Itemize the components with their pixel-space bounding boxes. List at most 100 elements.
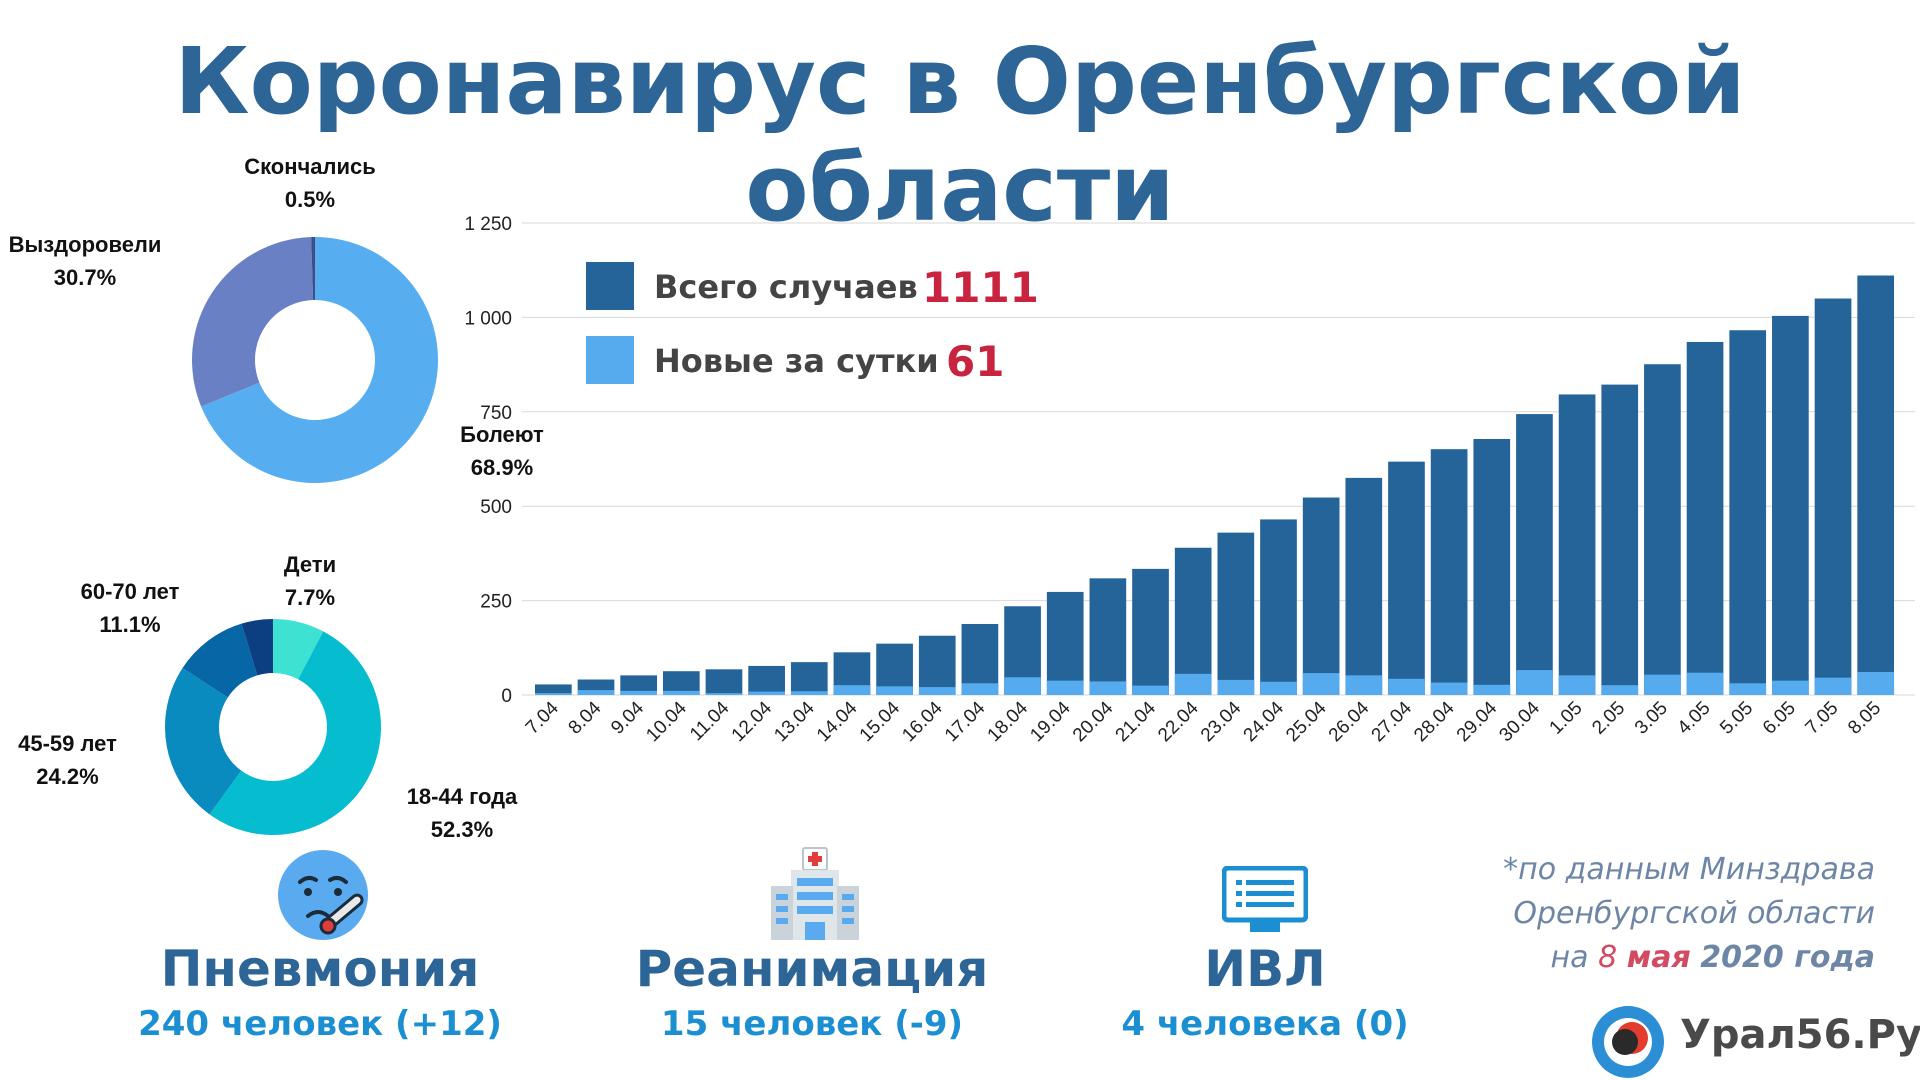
- x-tick-label: 11.04: [686, 697, 734, 745]
- bar-total: [1686, 341, 1724, 695]
- label-sick: Болеют 68.9%: [460, 422, 544, 480]
- bar-new: [918, 687, 956, 695]
- source-line3: на 8 мая 2020 года: [1550, 940, 1875, 975]
- bar-new: [705, 693, 743, 695]
- bar-new: [1558, 675, 1596, 695]
- bar-total: [1601, 384, 1639, 695]
- donut-slice: [201, 237, 438, 483]
- x-tick-label: 8.05: [1844, 698, 1885, 739]
- bar-new: [577, 690, 615, 695]
- monitor-icon: [1222, 866, 1308, 932]
- bar-new: [961, 683, 999, 695]
- bar-total: [662, 671, 700, 695]
- bar-new: [535, 693, 572, 695]
- bar-new: [1644, 674, 1681, 695]
- bar-total: [1430, 449, 1468, 695]
- page-title: Коронавирус в Оренбургской области: [174, 28, 1746, 242]
- x-tick-label: 25.04: [1282, 697, 1331, 746]
- donut-slice: [182, 623, 258, 698]
- bar-total: [1217, 532, 1255, 695]
- stat-icu-title: Реанимация: [635, 940, 989, 998]
- bar-total: [1558, 394, 1596, 695]
- x-tick-label: 2.05: [1588, 698, 1629, 739]
- sick-face-icon: [278, 850, 368, 940]
- bar-new: [1260, 681, 1297, 695]
- bar-total: [1857, 275, 1895, 695]
- bar-total: [1772, 315, 1809, 695]
- bar-new: [1473, 684, 1511, 695]
- bar-total: [790, 662, 828, 695]
- stat-pneumonia: Пневмония 240 человек (+12): [90, 940, 550, 1044]
- x-tick-label: 10.04: [642, 697, 691, 746]
- stat-pneumonia-sub: 240 человек (+12): [138, 1004, 502, 1044]
- x-tick-label: 17.04: [941, 697, 990, 746]
- x-tick-label: 4.05: [1674, 698, 1715, 739]
- bar-new: [1516, 670, 1553, 695]
- x-tick-label: 6.05: [1759, 698, 1800, 739]
- x-tick-label: 29.04: [1453, 697, 1502, 746]
- x-tick-label: 26.04: [1325, 697, 1374, 746]
- x-tick-label: 28.04: [1410, 697, 1459, 746]
- x-tick-label: 27.04: [1368, 697, 1417, 746]
- bar-total: [1089, 578, 1127, 695]
- donut-slice: [241, 619, 273, 676]
- donut-slice: [311, 237, 315, 301]
- bar-new: [1174, 673, 1212, 695]
- x-tick-label: 14.04: [813, 697, 862, 746]
- donut-slice: [192, 237, 314, 407]
- bar-total: [1388, 461, 1425, 695]
- label-45-59: 45-59 лет 24.2%: [18, 731, 117, 789]
- source-note: *по данным Минздрава Оренбургской област…: [1275, 848, 1875, 980]
- outcome-donut: [192, 237, 438, 483]
- bar-new: [620, 690, 657, 695]
- stat-ventilator: ИВЛ 4 человека (0): [1035, 940, 1495, 1044]
- bar-total: [620, 675, 657, 695]
- source-line1: *по данным Минздрава: [1503, 852, 1875, 887]
- stat-icu-sub: 15 человек (-9): [660, 1004, 964, 1044]
- x-tick-label: 7.04: [522, 697, 563, 738]
- y-tick-label: 750: [480, 403, 512, 424]
- y-tick-label: 500: [480, 497, 512, 518]
- stat-ventilator-title: ИВЛ: [1204, 940, 1326, 998]
- age-donut: [165, 619, 381, 835]
- legend-swatch-new: [586, 336, 634, 384]
- bar-new: [876, 686, 913, 695]
- bar-new: [1004, 677, 1041, 695]
- bar-new: [662, 690, 700, 695]
- x-tick-label: 20.04: [1069, 697, 1118, 746]
- stat-pneumonia-title: Пневмония: [160, 940, 480, 998]
- bar-new: [1857, 671, 1895, 695]
- donut-slice: [273, 619, 324, 680]
- y-tick-label: 1 250: [464, 214, 512, 235]
- bar-total: [1729, 330, 1767, 695]
- bar-new: [1388, 678, 1425, 695]
- bar-total: [1473, 438, 1511, 695]
- bar-new: [833, 685, 871, 695]
- bar-total: [1644, 364, 1681, 695]
- hospital-icon: [771, 847, 859, 940]
- bar-total: [1174, 547, 1212, 695]
- bar-total: [1260, 519, 1297, 695]
- source-line2: Оренбургской области: [1513, 896, 1875, 931]
- legend-swatch-total: [586, 262, 634, 310]
- y-tick-label: 0: [501, 686, 512, 707]
- bar-new: [1302, 673, 1340, 695]
- bar-new: [1814, 677, 1852, 695]
- legend: Всего случаев 1111 Новые за сутки 61: [586, 262, 1039, 386]
- bar-total: [705, 669, 743, 695]
- bar-new: [790, 691, 828, 695]
- legend-value-new: 61: [946, 337, 1004, 386]
- stat-ventilator-sub: 4 человека (0): [1121, 1004, 1409, 1044]
- bar-total: [1046, 591, 1084, 695]
- x-tick-label: 23.04: [1197, 697, 1246, 746]
- bar-new: [1345, 675, 1383, 695]
- bar-total: [1814, 298, 1852, 695]
- x-tick-label: 7.05: [1802, 698, 1843, 739]
- x-tick-label: 3.05: [1631, 698, 1672, 739]
- bar-new: [1217, 679, 1255, 695]
- bar-new: [1430, 682, 1468, 695]
- x-tick-label: 22.04: [1154, 697, 1203, 746]
- x-tick-label: 13.04: [770, 697, 819, 746]
